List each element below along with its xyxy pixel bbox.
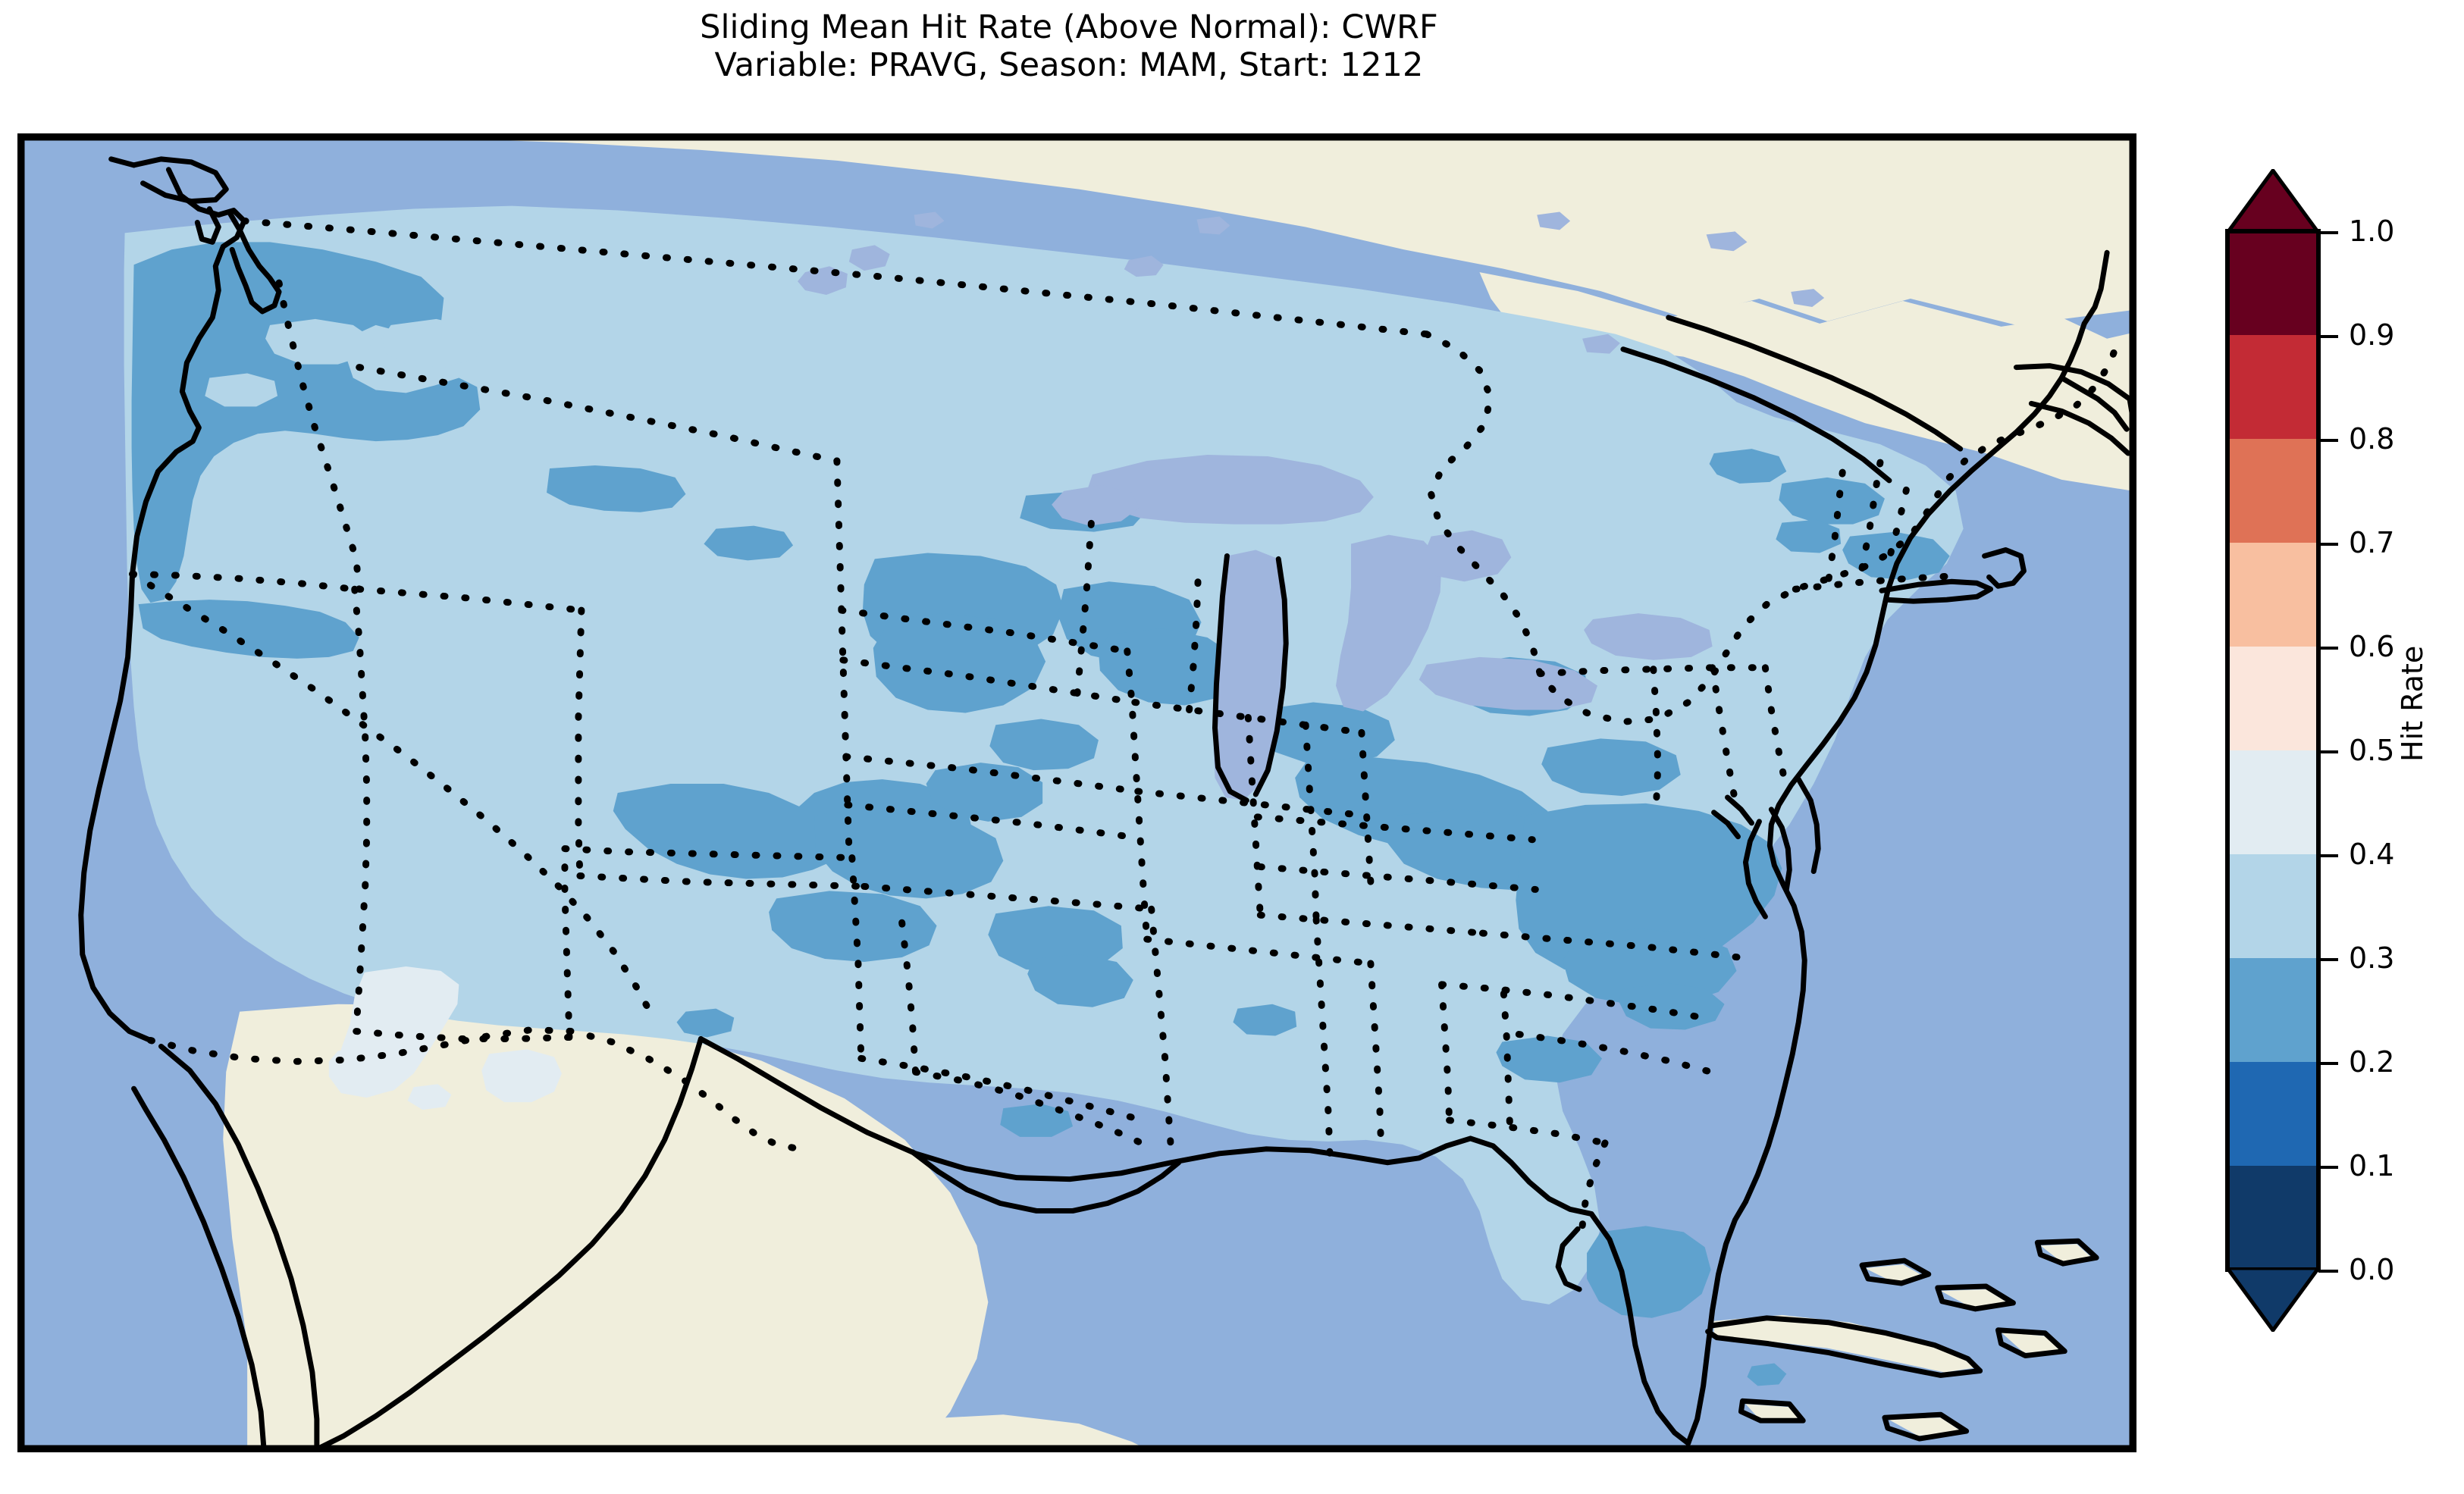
title-line-2: Variable: PRAVG, Season: MAM, Start: 121… [714,45,1424,84]
colorbar-tick-mark [2318,958,2338,961]
coastlines [78,156,2133,1449]
colorbar-tick-label: 0.1 [2349,1149,2395,1182]
colorbar-tick-mark [2318,1270,2338,1273]
colorbar-band [2227,958,2318,1062]
data-grid-bin-0.4-0.5 [328,966,562,1110]
colorbar-band [2227,647,2318,750]
title-line-1: Sliding Mean Hit Rate (Above Normal): CW… [700,8,1438,46]
colorbar-tick-mark [2318,1166,2338,1169]
colorbar-band [2227,543,2318,647]
colorbar-band [2227,1062,2318,1166]
colorbar[interactable]: 1.0 0.9 0.8 0.7 0.6 0.5 0.4 0.3 0.2 0.1 0.0 [2225,169,2394,1332]
colorbar-tick-label: 0.9 [2349,318,2395,352]
map-canvas [20,136,2133,1449]
colorbar-tick-mark [2318,647,2338,650]
colorbar-tick-mark [2318,854,2338,857]
page-title: Sliding Mean Hit Rate (Above Normal): CW… [0,0,2138,85]
colorbar-tick-label: 1.0 [2349,215,2395,248]
data-grid-light-holes [205,318,485,407]
colorbar-gradient [2227,231,2318,1270]
colorbar-tick-mark [2318,750,2338,753]
colorbar-axis-label: Hit Rate [2396,645,2429,762]
colorbar-tick-label: 0.4 [2349,838,2395,871]
colorbar-band [2227,1166,2318,1270]
colorbar-tick-label: 0.7 [2349,526,2395,559]
colorbar-ticks: 1.0 0.9 0.8 0.7 0.6 0.5 0.4 0.3 0.2 0.1 0.0 [2318,215,2464,1286]
colorbar-tick-label: 0.6 [2349,630,2395,663]
colorbar-band [2227,335,2318,439]
map-axes [17,133,2136,1452]
colorbar-tick-label: 0.3 [2349,941,2395,975]
data-grid-bin-0.2-0.3 [131,242,1950,1386]
colorbar-band [2227,439,2318,543]
colorbar-band [2227,231,2318,335]
colorbar-tick-mark [2318,335,2338,338]
colorbar-tick-mark [2318,231,2338,234]
axes-frame [20,136,2133,1449]
colorbar-tick-label: 0.8 [2349,422,2395,456]
colorbar-extend-arrow-top [2227,169,2318,233]
state-borders [129,218,2123,1229]
colorbar-tick-mark [2318,439,2338,442]
colorbar-band [2227,854,2318,958]
colorbar-tick-label: 0.5 [2349,734,2395,767]
great-lakes [798,211,1825,800]
colorbar-tick-mark [2318,543,2338,546]
colorbar-tick-label: 0.0 [2349,1253,2395,1286]
colorbar-extend-arrow-bottom [2227,1268,2318,1332]
colorbar-tick-mark [2318,1062,2338,1065]
colorbar-band [2227,750,2318,854]
colorbar-tick-label: 0.2 [2349,1045,2395,1079]
